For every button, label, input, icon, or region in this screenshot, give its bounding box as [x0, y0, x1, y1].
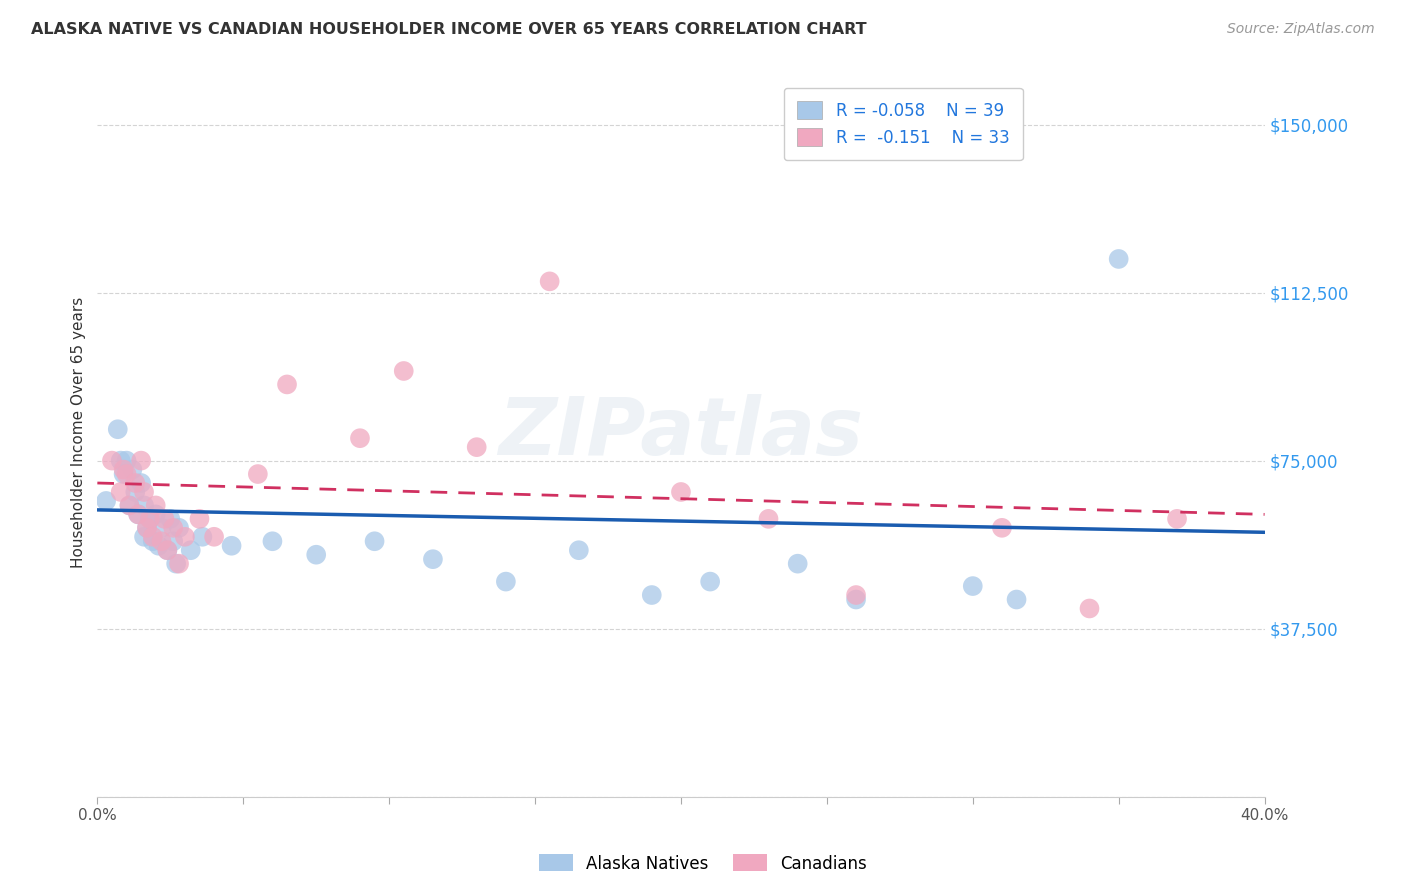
Point	[132, 530, 155, 544]
Point	[991, 521, 1014, 535]
Point	[758, 512, 780, 526]
Point	[139, 512, 162, 526]
Point	[107, 422, 129, 436]
Point	[129, 453, 152, 467]
Point	[962, 579, 984, 593]
Point	[1166, 512, 1188, 526]
Point	[124, 485, 146, 500]
Point	[101, 453, 124, 467]
Point	[221, 539, 243, 553]
Legend: Alaska Natives, Canadians: Alaska Natives, Canadians	[533, 847, 873, 880]
Point	[156, 543, 179, 558]
Point	[162, 521, 184, 535]
Point	[136, 521, 159, 535]
Point	[246, 467, 269, 481]
Point	[349, 431, 371, 445]
Point	[153, 512, 176, 526]
Point	[148, 539, 170, 553]
Point	[392, 364, 415, 378]
Text: ALASKA NATIVE VS CANADIAN HOUSEHOLDER INCOME OVER 65 YEARS CORRELATION CHART: ALASKA NATIVE VS CANADIAN HOUSEHOLDER IN…	[31, 22, 866, 37]
Point	[699, 574, 721, 589]
Point	[132, 485, 155, 500]
Point	[180, 543, 202, 558]
Point	[845, 588, 868, 602]
Point	[136, 521, 159, 535]
Legend: R = -0.058    N = 39, R =  -0.151    N = 33: R = -0.058 N = 39, R = -0.151 N = 33	[785, 87, 1022, 160]
Point	[150, 534, 173, 549]
Point	[641, 588, 664, 602]
Point	[568, 543, 591, 558]
Point	[112, 462, 135, 476]
Point	[127, 508, 149, 522]
Y-axis label: Householder Income Over 65 years: Householder Income Over 65 years	[72, 297, 86, 568]
Point	[845, 592, 868, 607]
Point	[422, 552, 444, 566]
Point	[142, 530, 165, 544]
Point	[132, 499, 155, 513]
Point	[188, 512, 211, 526]
Point	[174, 530, 197, 544]
Point	[115, 453, 138, 467]
Point	[145, 499, 167, 513]
Point	[1078, 601, 1101, 615]
Point	[159, 512, 181, 526]
Point	[262, 534, 284, 549]
Point	[118, 499, 141, 513]
Point	[202, 530, 225, 544]
Point	[1005, 592, 1028, 607]
Text: Source: ZipAtlas.com: Source: ZipAtlas.com	[1227, 22, 1375, 37]
Point	[124, 475, 146, 490]
Point	[112, 467, 135, 481]
Point	[167, 521, 190, 535]
Point	[162, 534, 184, 549]
Point	[115, 467, 138, 481]
Point	[1108, 252, 1130, 266]
Point	[465, 440, 488, 454]
Point	[276, 377, 298, 392]
Point	[94, 494, 117, 508]
Point	[305, 548, 328, 562]
Point	[669, 485, 692, 500]
Point	[167, 557, 190, 571]
Point	[495, 574, 517, 589]
Point	[139, 512, 162, 526]
Point	[127, 508, 149, 522]
Point	[786, 557, 808, 571]
Text: ZIPatlas: ZIPatlas	[499, 393, 863, 472]
Point	[145, 508, 167, 522]
Point	[121, 462, 143, 476]
Point	[142, 534, 165, 549]
Point	[110, 453, 132, 467]
Point	[150, 521, 173, 535]
Point	[129, 475, 152, 490]
Point	[363, 534, 385, 549]
Point	[191, 530, 214, 544]
Point	[110, 485, 132, 500]
Point	[165, 557, 187, 571]
Point	[538, 274, 561, 288]
Point	[118, 499, 141, 513]
Point	[156, 543, 179, 558]
